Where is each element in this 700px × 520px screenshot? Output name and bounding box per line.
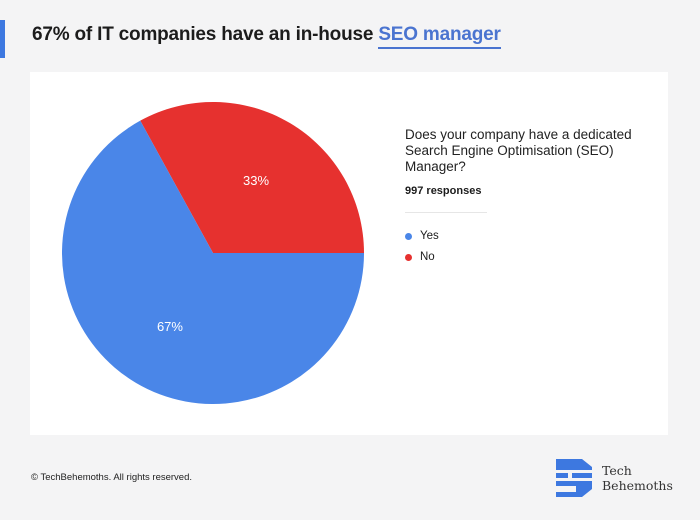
- chart-title: Does your company have a dedicated Searc…: [405, 127, 632, 174]
- pie-slice-yes: [61, 120, 364, 405]
- chart-card: 33% 67% Does your company have a dedicate…: [30, 72, 668, 435]
- title-text: 67% of IT companies have an in-house: [32, 24, 379, 45]
- logo-text-line1: Tech: [602, 463, 632, 478]
- legend-label: Yes: [420, 230, 439, 242]
- legend-dot-no: [405, 253, 412, 261]
- legend-dot-yes: [405, 232, 412, 240]
- legend-label: No: [420, 251, 435, 263]
- logo-text-line2: Behemoths: [602, 478, 673, 493]
- slice-label-no: 33%: [243, 173, 269, 188]
- divider: [405, 212, 487, 213]
- chart-subtitle: 997 responses: [405, 185, 482, 197]
- logo: Tech Behemoths: [556, 459, 673, 497]
- legend-item-yes: Yes: [405, 230, 439, 242]
- pie-slice-no: [140, 102, 364, 253]
- copyright: © TechBehemoths. All rights reserved.: [31, 472, 193, 483]
- legend-item-no: No: [405, 251, 435, 263]
- slice-label-yes: 67%: [157, 319, 183, 334]
- title-highlight: SEO manager: [378, 24, 501, 49]
- accent-bar: [0, 20, 5, 58]
- pie-chart: 33% 67%: [61, 102, 364, 405]
- logo-icon: [556, 459, 592, 497]
- page-title: 67% of IT companies have an in-house SEO…: [32, 24, 501, 49]
